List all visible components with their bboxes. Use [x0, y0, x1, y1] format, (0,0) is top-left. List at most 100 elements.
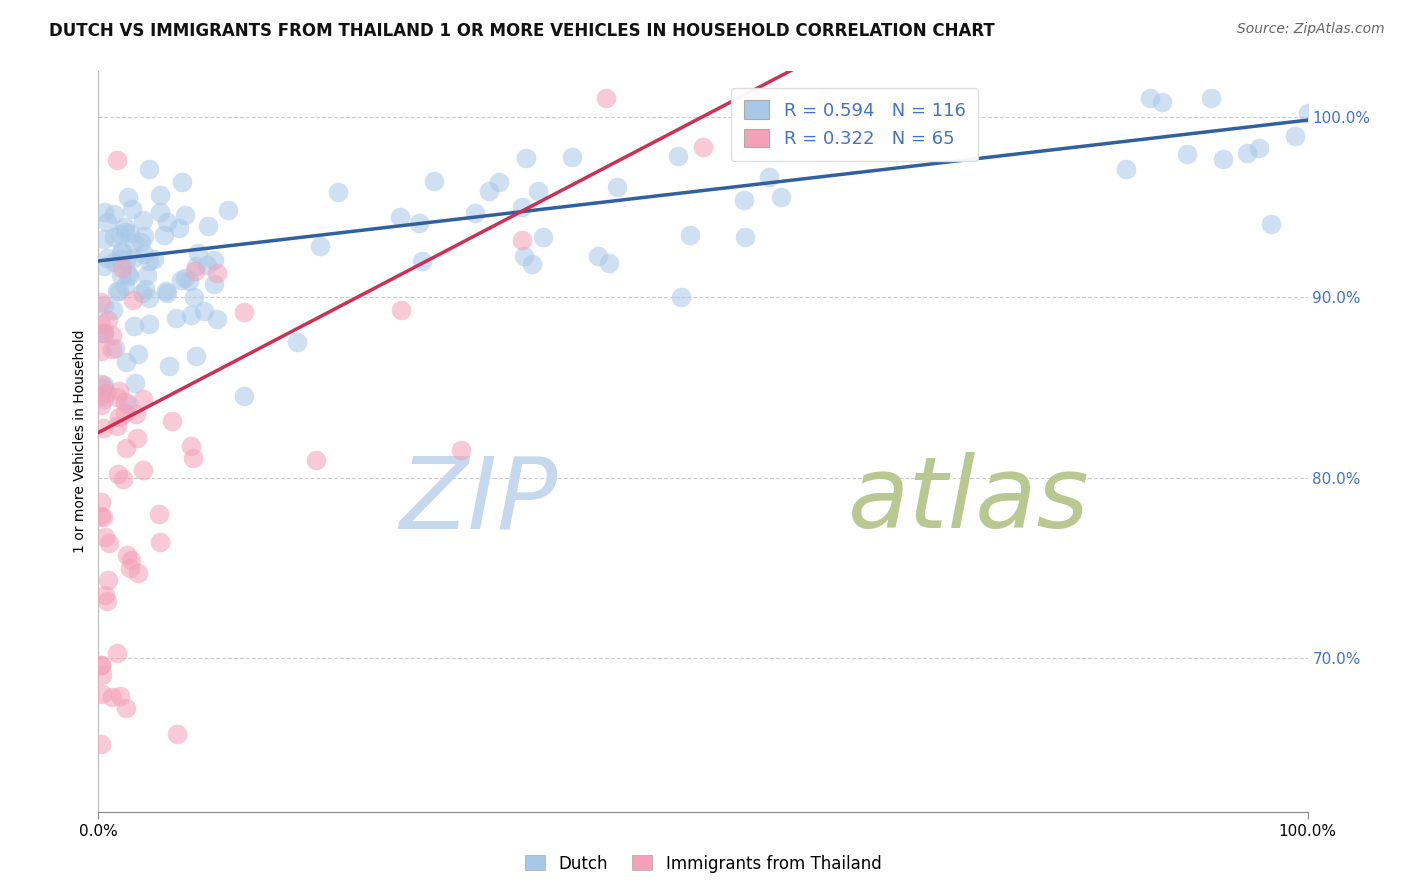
Point: [97, 573, 120, 587]
Point: [134, 282, 156, 296]
Point: [90, 295, 112, 310]
Point: [1260, 217, 1282, 231]
Point: [1212, 152, 1234, 166]
Point: [131, 286, 153, 301]
Point: [127, 432, 149, 446]
Point: [98, 535, 121, 549]
Point: [115, 252, 138, 267]
Point: [105, 284, 128, 298]
Point: [97, 313, 120, 327]
Point: [114, 220, 136, 235]
Y-axis label: 1 or more Vehicles in Household: 1 or more Vehicles in Household: [73, 330, 87, 553]
Point: [183, 290, 205, 304]
Legend: R = 0.594   N = 116, R = 0.322   N = 65: R = 0.594 N = 116, R = 0.322 N = 65: [731, 87, 979, 161]
Point: [93, 378, 115, 392]
Text: atlas: atlas: [848, 452, 1090, 549]
Point: [118, 560, 141, 574]
Point: [115, 355, 138, 369]
Point: [90, 344, 112, 359]
Point: [115, 441, 138, 455]
Point: [155, 285, 177, 300]
Point: [90, 495, 112, 509]
Point: [93, 326, 115, 341]
Point: [180, 308, 202, 322]
Point: [679, 227, 702, 242]
Point: [107, 467, 129, 482]
Point: [96, 593, 118, 607]
Point: [187, 245, 209, 260]
Point: [96, 251, 118, 265]
Point: [606, 179, 628, 194]
Point: [112, 472, 135, 486]
Point: [174, 208, 197, 222]
Point: [155, 284, 177, 298]
Point: [202, 253, 225, 268]
Point: [733, 193, 755, 207]
Point: [114, 395, 136, 409]
Point: [107, 285, 129, 299]
Point: [510, 233, 533, 247]
Point: [132, 213, 155, 227]
Point: [132, 463, 155, 477]
Point: [101, 302, 124, 317]
Point: [217, 203, 239, 218]
Point: [124, 376, 146, 390]
Point: [174, 271, 197, 285]
Point: [692, 140, 714, 154]
Point: [488, 175, 510, 189]
Point: [115, 701, 138, 715]
Point: [94, 588, 117, 602]
Point: [149, 187, 172, 202]
Point: [129, 235, 152, 249]
Point: [121, 251, 143, 265]
Point: [138, 162, 160, 177]
Point: [132, 229, 155, 244]
Point: [110, 245, 132, 260]
Point: [769, 190, 792, 204]
Point: [1284, 129, 1306, 144]
Point: [101, 690, 124, 705]
Point: [186, 260, 208, 274]
Point: [117, 190, 139, 204]
Point: [114, 278, 136, 293]
Point: [1115, 161, 1137, 176]
Point: [118, 269, 141, 284]
Point: [93, 231, 115, 245]
Text: DUTCH VS IMMIGRANTS FROM THAILAND 1 OR MORE VEHICLES IN HOUSEHOLD CORRELATION CH: DUTCH VS IMMIGRANTS FROM THAILAND 1 OR M…: [49, 22, 995, 40]
Point: [91, 509, 114, 524]
Point: [1139, 91, 1161, 105]
Point: [107, 418, 129, 433]
Point: [90, 687, 112, 701]
Point: [156, 215, 179, 229]
Point: [184, 349, 207, 363]
Point: [93, 326, 115, 340]
Point: [100, 328, 122, 343]
Point: [105, 153, 128, 167]
Point: [90, 737, 112, 751]
Point: [138, 317, 160, 331]
Point: [124, 407, 146, 421]
Text: ZIP: ZIP: [399, 452, 558, 549]
Point: [115, 549, 138, 563]
Point: [127, 566, 149, 581]
Point: [232, 305, 254, 319]
Point: [110, 227, 132, 242]
Point: [166, 727, 188, 741]
Point: [520, 257, 543, 271]
Point: [510, 200, 533, 214]
Point: [813, 91, 835, 105]
Point: [118, 226, 141, 240]
Point: [734, 230, 756, 244]
Point: [181, 450, 204, 465]
Point: [586, 249, 609, 263]
Point: [160, 413, 183, 427]
Point: [184, 264, 207, 278]
Point: [389, 302, 412, 317]
Point: [1236, 145, 1258, 160]
Point: [389, 210, 412, 224]
Point: [120, 553, 142, 567]
Point: [411, 254, 433, 268]
Point: [90, 508, 112, 523]
Point: [117, 267, 139, 281]
Point: [666, 149, 689, 163]
